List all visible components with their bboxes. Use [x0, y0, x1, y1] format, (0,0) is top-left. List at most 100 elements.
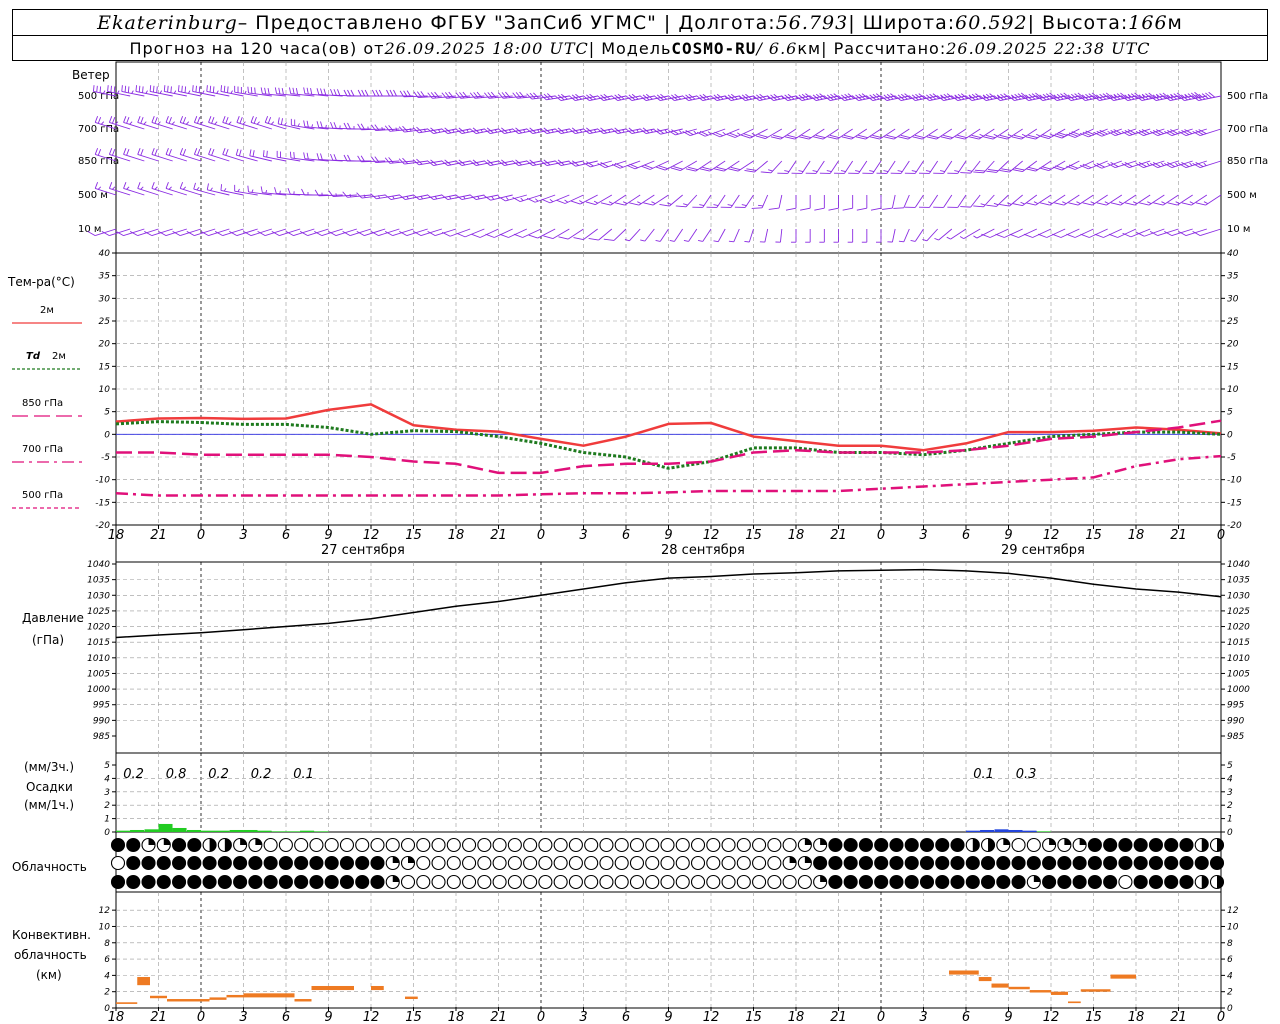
barb-feather: [1056, 93, 1064, 100]
barb-feather: [529, 127, 537, 134]
barb-feather: [360, 155, 366, 162]
barb-feather: [617, 93, 625, 100]
barb-staff: [249, 155, 272, 162]
wind-barb: [919, 160, 939, 174]
cloud-symbol: [828, 837, 843, 853]
wind-barb: [330, 88, 357, 97]
barb-half-feather: [565, 129, 568, 133]
barb-feather: [894, 95, 902, 101]
barb-feather: [886, 93, 894, 100]
barb-feather: [1052, 166, 1063, 171]
barb-feather: [151, 182, 155, 189]
barb-feather: [427, 92, 433, 99]
barb-staff: [389, 128, 414, 132]
barb-staff: [754, 160, 768, 173]
cloud-circle: [370, 874, 385, 890]
wind-barb: [955, 128, 981, 140]
barb-staff: [293, 228, 315, 237]
barb-half-feather: [1076, 201, 1081, 205]
barb-feather: [870, 136, 880, 140]
cloud-circle: [782, 874, 797, 890]
cloud-circle: [1133, 874, 1148, 890]
y-tick-label-right: 1030: [1227, 591, 1250, 601]
wind-barb: [330, 153, 357, 162]
barb-half-feather: [335, 193, 337, 197]
barb-half-feather: [683, 203, 688, 206]
wind-barb: [947, 194, 967, 208]
wind-barb: [640, 228, 655, 242]
barb-staff: [702, 194, 712, 208]
barb-feather: [730, 166, 741, 171]
cloud-half: [1217, 838, 1224, 852]
barb-feather: [1080, 233, 1090, 238]
cloud-symbol: [950, 837, 965, 853]
wind-barb: [250, 116, 272, 130]
barb-feather: [212, 86, 215, 93]
barb-feather: [1035, 92, 1042, 99]
barb-feather: [126, 117, 130, 124]
cloud-symbol: [370, 874, 385, 890]
barb-feather: [1155, 129, 1164, 135]
wind-barb: [1125, 194, 1151, 206]
wind-barb: [585, 194, 613, 206]
cloud-circle: [1057, 874, 1072, 890]
wind-barb: [123, 148, 145, 162]
barb-feather: [727, 94, 735, 101]
cloud-symbol: [980, 837, 996, 853]
barb-feather: [773, 93, 781, 100]
cloud-symbol: [813, 837, 828, 853]
cloud-circle: [477, 874, 492, 890]
barb-feather: [847, 93, 855, 99]
barb-staff: [522, 228, 542, 238]
cloud-symbol: [339, 837, 355, 853]
barb-feather: [252, 150, 255, 157]
temp-series-4: [115, 454, 1222, 497]
barb-feather: [280, 118, 283, 125]
barb-staff: [963, 228, 981, 239]
barb-half-feather: [214, 121, 218, 125]
barb-half-feather: [934, 237, 939, 241]
barb-feather: [235, 148, 239, 156]
conv-unit: (км): [36, 968, 62, 982]
barb-staff: [1129, 160, 1151, 169]
barb-half-feather: [784, 170, 790, 173]
wind-level-left: 500 гПа: [78, 91, 119, 102]
y-tick-label-right: 40: [1227, 249, 1239, 259]
pressure-title: Давление: [22, 611, 84, 625]
barb-feather: [260, 87, 263, 94]
barb-feather: [441, 128, 448, 134]
barb-half-feather: [112, 186, 116, 190]
barb-feather: [1170, 93, 1177, 100]
cloud-circle: [1164, 874, 1179, 890]
x-tick-label-bottom: 6: [622, 1010, 630, 1024]
cloud-symbol: [919, 874, 935, 890]
cloud-symbol: [645, 874, 660, 890]
cloud-symbol: [1103, 855, 1118, 871]
barb-half-feather: [102, 90, 106, 94]
barb-feather: [398, 126, 405, 133]
barb-feather: [342, 191, 348, 198]
barb-feather: [236, 116, 240, 123]
cloud-symbol: [416, 855, 431, 871]
cloud-circle: [1057, 855, 1072, 871]
barb-feather: [497, 128, 505, 134]
cloud-circle: [736, 855, 751, 871]
x-tick-label-bottom: 6: [282, 1010, 290, 1024]
cloud-circle: [904, 874, 919, 890]
cloud-half: [224, 838, 232, 852]
barb-half-feather: [448, 195, 452, 200]
wind-barb: [1036, 92, 1066, 101]
wind-barb: [384, 157, 414, 164]
cloud-symbol: [599, 874, 614, 890]
cloud-circle: [675, 874, 690, 890]
barb-feather: [1040, 202, 1050, 206]
precip-bar: [272, 831, 286, 832]
barb-half-feather: [140, 186, 144, 190]
barb-feather: [416, 126, 423, 133]
barb-staff: [1143, 128, 1165, 137]
wind-barb: [1149, 228, 1179, 237]
barb-feather: [1121, 95, 1128, 101]
barb-half-feather: [954, 170, 960, 173]
barb-feather: [211, 117, 215, 124]
wind-barb: [151, 116, 173, 130]
